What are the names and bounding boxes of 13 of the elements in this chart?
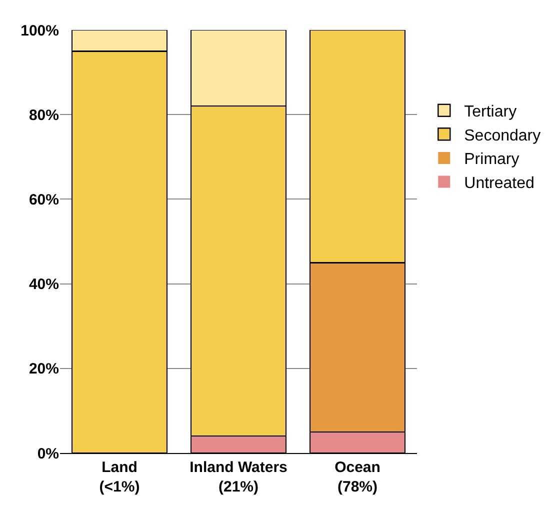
x-tick-label: Land (<1%) — [99, 459, 140, 496]
legend-label: Primary — [464, 151, 520, 168]
x-tick-label: Ocean (78%) — [334, 459, 380, 496]
y-tick-label: 100% — [20, 22, 59, 40]
x-tick-label: Inland Waters (21%) — [190, 459, 288, 496]
y-tick-label: 80% — [28, 106, 59, 124]
y-tick-label: 40% — [28, 276, 59, 294]
y-tick-label: 60% — [28, 191, 59, 208]
legend-label: Untreated — [464, 174, 534, 192]
y-tick-label: 0% — [37, 445, 59, 462]
legend-label: Secondary — [464, 127, 541, 144]
legend-label: Tertiary — [464, 104, 517, 121]
y-tick-label: 20% — [28, 360, 59, 378]
